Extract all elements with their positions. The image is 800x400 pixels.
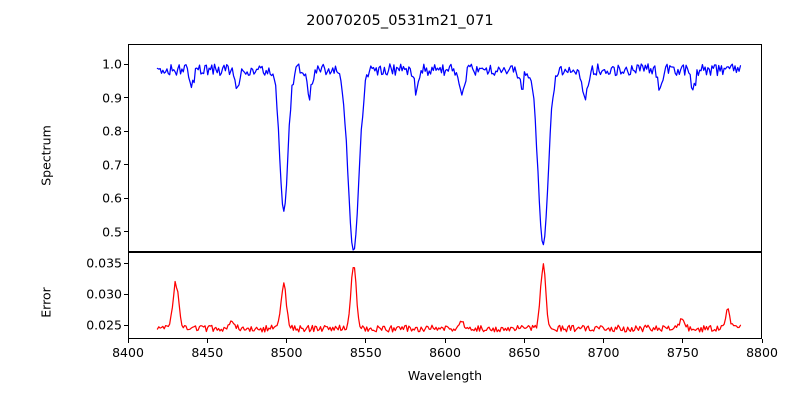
x-tick-mark (286, 339, 288, 343)
x-tick-label: 8600 (429, 345, 461, 360)
y-tick-mark (124, 231, 128, 233)
x-tick-mark (206, 339, 208, 343)
y-tick-mark (124, 197, 128, 199)
y-tick-label: 1.0 (102, 56, 122, 72)
error-plot-area (156, 263, 742, 333)
x-tick-mark (523, 339, 525, 343)
y-tick-label: 0.9 (102, 90, 122, 106)
y-tick-mark (124, 63, 128, 65)
x-tick-mark (603, 339, 605, 343)
y-tick-label: 0.7 (102, 157, 122, 173)
x-tick-label: 8700 (587, 345, 620, 360)
y-tick-mark (124, 324, 128, 326)
x-tick-label: 8500 (270, 345, 303, 360)
x-tick-mark (682, 339, 684, 343)
figure-title: 20070205_0531m21_071 (306, 13, 494, 29)
y-tick-label: 0.035 (86, 255, 122, 271)
y-tick-mark (124, 262, 128, 264)
y-tick-label: 0.6 (102, 190, 122, 206)
x-tick-mark (761, 339, 763, 343)
error-panel (128, 252, 762, 339)
x-tick-label: 8800 (746, 345, 778, 360)
x-tick-label: 8750 (666, 345, 699, 360)
x-tick-label: 8450 (191, 345, 224, 360)
x-tick-mark (127, 339, 129, 343)
y-tick-mark (124, 164, 128, 166)
x-tick-label: 8550 (349, 345, 382, 360)
error-trace (156, 263, 742, 333)
y-tick-label: 0.5 (102, 224, 122, 240)
x-tick-mark (365, 339, 367, 343)
x-tick-mark (444, 339, 446, 343)
x-tick-label: 8400 (112, 345, 144, 360)
spectrum-trace (156, 63, 742, 251)
y-tick-mark (124, 293, 128, 295)
y-tick-label: 0.025 (86, 317, 122, 333)
y-axis-label-error: Error (38, 287, 54, 318)
x-tick-label: 8650 (508, 345, 541, 360)
y-tick-mark (124, 130, 128, 132)
spectrum-panel (128, 44, 762, 252)
y-axis-label-spectrum: Spectrum (38, 125, 54, 186)
y-tick-label: 0.8 (102, 123, 122, 139)
spectrum-plot-area (156, 63, 742, 251)
y-tick-mark (124, 97, 128, 99)
y-tick-label: 0.030 (86, 286, 122, 302)
x-axis-label: Wavelength (407, 368, 483, 383)
